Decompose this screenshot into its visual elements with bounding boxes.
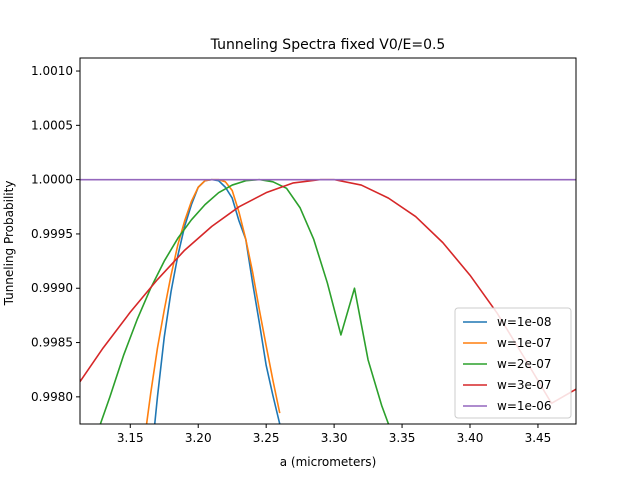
legend-label: w=3e-07 xyxy=(497,378,552,392)
x-tick-label: 3.45 xyxy=(525,431,552,445)
legend-label: w=1e-08 xyxy=(497,315,552,329)
y-axis-label: Tunneling Probability xyxy=(2,181,16,307)
legend-box xyxy=(454,307,572,419)
plot-frame xyxy=(79,57,577,425)
y-tick-label: 0.9985 xyxy=(31,336,73,350)
y-tick-label: 1.0000 xyxy=(31,173,73,187)
x-tick-label: 3.35 xyxy=(389,431,416,445)
x-axis-label: a (micrometers) xyxy=(280,455,377,469)
legend-label: w=1e-07 xyxy=(497,336,552,350)
x-tick-label: 3.25 xyxy=(253,431,280,445)
legend-label: w=1e-06 xyxy=(497,399,552,413)
legend: w=1e-08 w=1e-07 w=2e-07 w=3e-07 w=1e-06 xyxy=(454,307,572,419)
chart-title: Tunneling Spectra fixed V0/E=0.5 xyxy=(210,37,446,53)
ticks-layer: 3.15 3.20 3.25 3.30 3.35 3.40 3.45 0.9980 0.9985… xyxy=(31,64,551,445)
y-tick-label: 0.9980 xyxy=(31,390,73,404)
series-line-w=2e-07 xyxy=(99,178,390,424)
y-tick-label: 1.0005 xyxy=(31,118,73,132)
x-tick-label: 3.40 xyxy=(457,431,484,445)
y-tick-label: 0.9990 xyxy=(31,281,73,295)
x-tick-label: 3.15 xyxy=(117,431,144,445)
y-tick-label: 1.0010 xyxy=(31,64,73,78)
y-tick-label: 0.9995 xyxy=(31,227,73,241)
series-layer xyxy=(80,178,576,424)
x-tick-label: 3.20 xyxy=(185,431,212,445)
legend-label: w=2e-07 xyxy=(497,357,552,371)
x-tick-label: 3.30 xyxy=(321,431,348,445)
